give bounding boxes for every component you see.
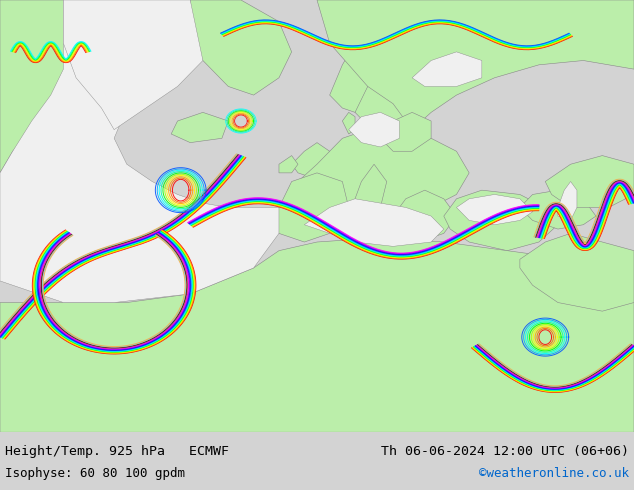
- Polygon shape: [456, 195, 533, 225]
- Polygon shape: [545, 156, 634, 207]
- Text: Height/Temp. 925 hPa   ECMWF: Height/Temp. 925 hPa ECMWF: [5, 445, 229, 458]
- Polygon shape: [520, 233, 634, 311]
- Polygon shape: [558, 181, 577, 221]
- Polygon shape: [355, 69, 412, 130]
- Polygon shape: [355, 164, 387, 216]
- Polygon shape: [0, 216, 38, 281]
- Polygon shape: [190, 0, 292, 95]
- Polygon shape: [349, 112, 399, 147]
- Polygon shape: [412, 52, 482, 86]
- Polygon shape: [330, 43, 380, 112]
- Polygon shape: [0, 0, 279, 302]
- Polygon shape: [279, 156, 298, 173]
- Polygon shape: [273, 173, 349, 242]
- Polygon shape: [393, 190, 456, 242]
- Text: Isophyse: 60 80 100 gpdm: Isophyse: 60 80 100 gpdm: [5, 466, 185, 480]
- Polygon shape: [520, 190, 596, 229]
- Polygon shape: [380, 112, 431, 151]
- Polygon shape: [317, 0, 634, 130]
- Text: Th 06-06-2024 12:00 UTC (06+06): Th 06-06-2024 12:00 UTC (06+06): [381, 445, 629, 458]
- Polygon shape: [0, 238, 634, 432]
- Text: ©weatheronline.co.uk: ©weatheronline.co.uk: [479, 466, 629, 480]
- Polygon shape: [292, 143, 330, 177]
- Polygon shape: [0, 0, 76, 173]
- Polygon shape: [298, 130, 469, 216]
- Polygon shape: [342, 112, 355, 134]
- Polygon shape: [171, 112, 228, 143]
- Polygon shape: [444, 190, 558, 251]
- Polygon shape: [304, 199, 444, 246]
- Polygon shape: [0, 311, 32, 380]
- Polygon shape: [63, 0, 203, 130]
